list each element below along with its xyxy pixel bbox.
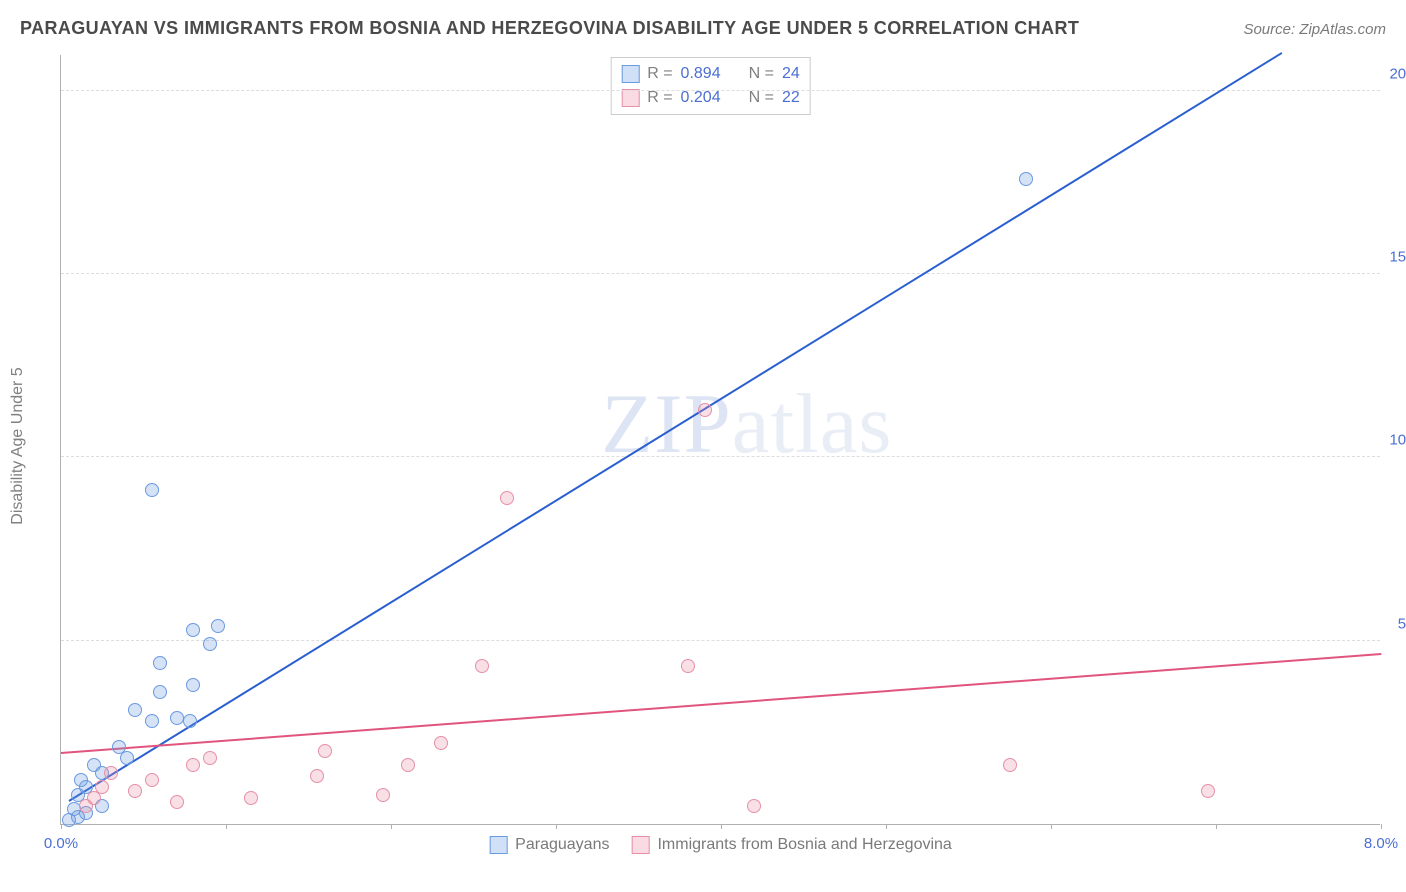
data-point: [1003, 758, 1017, 772]
data-point: [128, 784, 142, 798]
data-point: [1019, 172, 1033, 186]
data-point: [170, 711, 184, 725]
y-tick-label: 20.0%: [1384, 65, 1406, 82]
chart-title: PARAGUAYAN VS IMMIGRANTS FROM BOSNIA AND…: [20, 18, 1079, 39]
stat-row: R = 0.894 N = 24: [621, 62, 800, 86]
data-point: [1201, 784, 1215, 798]
gridline-h: [61, 640, 1380, 641]
data-point: [203, 637, 217, 651]
x-tick-mark: [721, 824, 722, 829]
source-attribution: Source: ZipAtlas.com: [1243, 21, 1386, 38]
legend-swatch: [621, 89, 639, 107]
x-tick-mark: [1381, 824, 1382, 829]
data-point: [244, 791, 258, 805]
y-axis-label: Disability Age Under 5: [9, 367, 27, 524]
y-tick-label: 5.0%: [1384, 615, 1406, 632]
data-point: [747, 799, 761, 813]
y-tick-label: 15.0%: [1384, 249, 1406, 266]
x-tick-mark: [1051, 824, 1052, 829]
data-point: [145, 714, 159, 728]
x-tick-mark: [886, 824, 887, 829]
legend-label: Paraguayans: [515, 836, 609, 854]
data-point: [376, 788, 390, 802]
data-point: [186, 623, 200, 637]
data-point: [170, 795, 184, 809]
x-tick-label: 0.0%: [44, 835, 78, 852]
data-point: [183, 714, 197, 728]
gridline-h: [61, 90, 1380, 91]
data-point: [318, 744, 332, 758]
data-point: [401, 758, 415, 772]
x-tick-mark: [61, 824, 62, 829]
data-point: [475, 659, 489, 673]
data-point: [153, 685, 167, 699]
trend-line: [61, 653, 1381, 754]
data-point: [104, 766, 118, 780]
gridline-h: [61, 273, 1380, 274]
r-label: R =: [647, 62, 672, 86]
watermark: ZIPatlas: [601, 375, 892, 473]
x-tick-mark: [391, 824, 392, 829]
data-point: [211, 619, 225, 633]
scatter-plot-area: ZIPatlas R =0.894N =24R =0.204N =22 Para…: [60, 55, 1380, 825]
x-tick-mark: [556, 824, 557, 829]
data-point: [186, 678, 200, 692]
gridline-h: [61, 456, 1380, 457]
legend-label: Immigrants from Bosnia and Herzegovina: [657, 836, 951, 854]
data-point: [95, 780, 109, 794]
data-point: [203, 751, 217, 765]
data-point: [128, 703, 142, 717]
correlation-stat-box: R =0.894N =24R =0.204N =22: [610, 57, 811, 115]
legend-swatch: [631, 836, 649, 854]
data-point: [500, 491, 514, 505]
data-point: [434, 736, 448, 750]
n-value: 24: [782, 62, 800, 86]
legend-swatch: [621, 65, 639, 83]
data-point: [145, 483, 159, 497]
data-point: [698, 403, 712, 417]
r-value: 0.894: [681, 62, 721, 86]
x-tick-label: 8.0%: [1364, 835, 1398, 852]
n-label: N =: [749, 62, 774, 86]
data-point: [310, 769, 324, 783]
data-point: [153, 656, 167, 670]
data-point: [186, 758, 200, 772]
data-point: [120, 751, 134, 765]
trend-line: [69, 52, 1283, 802]
legend: Paraguayans Immigrants from Bosnia and He…: [489, 836, 952, 854]
legend-swatch: [489, 836, 507, 854]
y-tick-label: 10.0%: [1384, 432, 1406, 449]
legend-item: Immigrants from Bosnia and Herzegovina: [631, 836, 951, 854]
x-tick-mark: [226, 824, 227, 829]
x-tick-mark: [1216, 824, 1217, 829]
legend-item: Paraguayans: [489, 836, 609, 854]
data-point: [145, 773, 159, 787]
data-point: [681, 659, 695, 673]
